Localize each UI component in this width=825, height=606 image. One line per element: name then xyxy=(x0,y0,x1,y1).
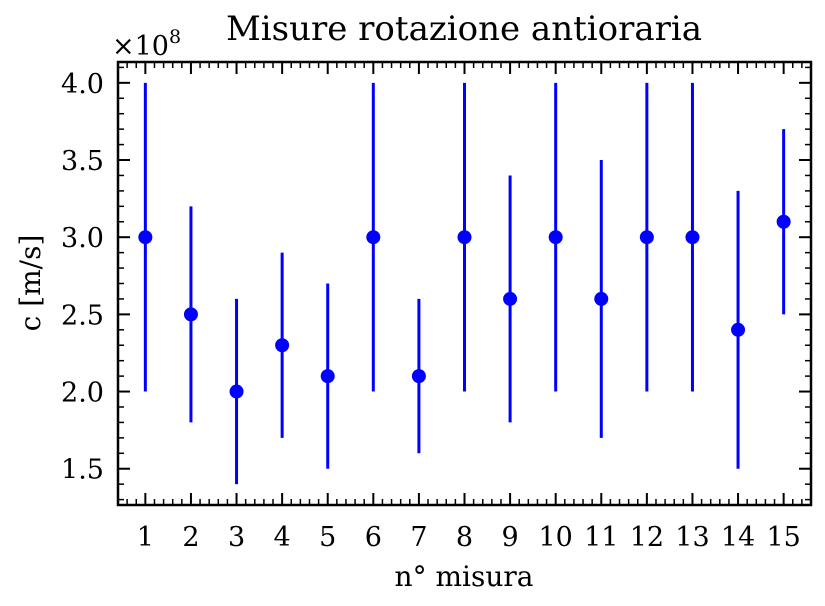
data-point xyxy=(731,322,746,337)
data-point xyxy=(183,307,198,322)
x-tick-label: 10 xyxy=(539,522,573,553)
y-tick-label: 3.5 xyxy=(61,146,104,177)
data-point xyxy=(457,230,472,245)
data-point xyxy=(229,384,244,399)
x-tick-label: 12 xyxy=(630,522,664,553)
y-axis-label: c [m/s] xyxy=(14,235,47,332)
data-point xyxy=(138,230,153,245)
y-scale-prefix: ×10 xyxy=(112,31,169,62)
y-tick-label: 3.0 xyxy=(61,223,104,254)
data-points xyxy=(138,214,791,399)
x-tick-label: 14 xyxy=(721,522,755,553)
data-point xyxy=(275,338,290,353)
x-axis-ticks: 1 2 3 4 5 6 7 8 9 10 11 12 13 14 15 xyxy=(126,62,812,553)
x-tick-label: 8 xyxy=(456,522,473,553)
data-point xyxy=(366,230,381,245)
y-scale-label: ×108 xyxy=(112,26,181,62)
y-tick-label: 2.5 xyxy=(61,300,104,331)
plot-area: 1 2 3 4 5 6 7 8 9 10 11 12 13 14 15 1.52.02.53.03.54.0 xyxy=(61,60,813,553)
data-point xyxy=(639,230,654,245)
x-tick-label: 9 xyxy=(501,522,518,553)
data-point xyxy=(776,214,791,229)
x-tick-label: 7 xyxy=(410,522,427,553)
x-tick-label: 1 xyxy=(137,522,154,553)
error-bars xyxy=(143,82,786,485)
x-tick-label: 6 xyxy=(365,522,382,553)
y-tick-label: 4.0 xyxy=(61,69,104,100)
x-tick-label: 4 xyxy=(274,522,291,553)
chart-title: Misure rotazione antioraria xyxy=(226,9,702,49)
y-tick-label: 1.5 xyxy=(61,455,104,486)
data-point xyxy=(685,230,700,245)
x-tick-label: 2 xyxy=(182,522,199,553)
x-tick-label: 3 xyxy=(228,522,245,553)
data-point xyxy=(594,291,609,306)
x-tick-label: 15 xyxy=(766,522,800,553)
data-point xyxy=(503,291,518,306)
data-point xyxy=(548,230,563,245)
data-point xyxy=(411,369,426,384)
y-axis-ticks: 1.5 2.0 2.5 3.0 3.5 4.0 xyxy=(61,66,811,501)
y-tick-label: 2.0 xyxy=(61,378,104,409)
data-point xyxy=(320,369,335,384)
x-tick-label: 5 xyxy=(319,522,336,553)
x-tick-label: 11 xyxy=(584,522,618,553)
x-axis-label: n° misura xyxy=(395,560,534,593)
x-tick-label: 13 xyxy=(675,522,709,553)
y-scale-exponent: 8 xyxy=(169,26,181,48)
